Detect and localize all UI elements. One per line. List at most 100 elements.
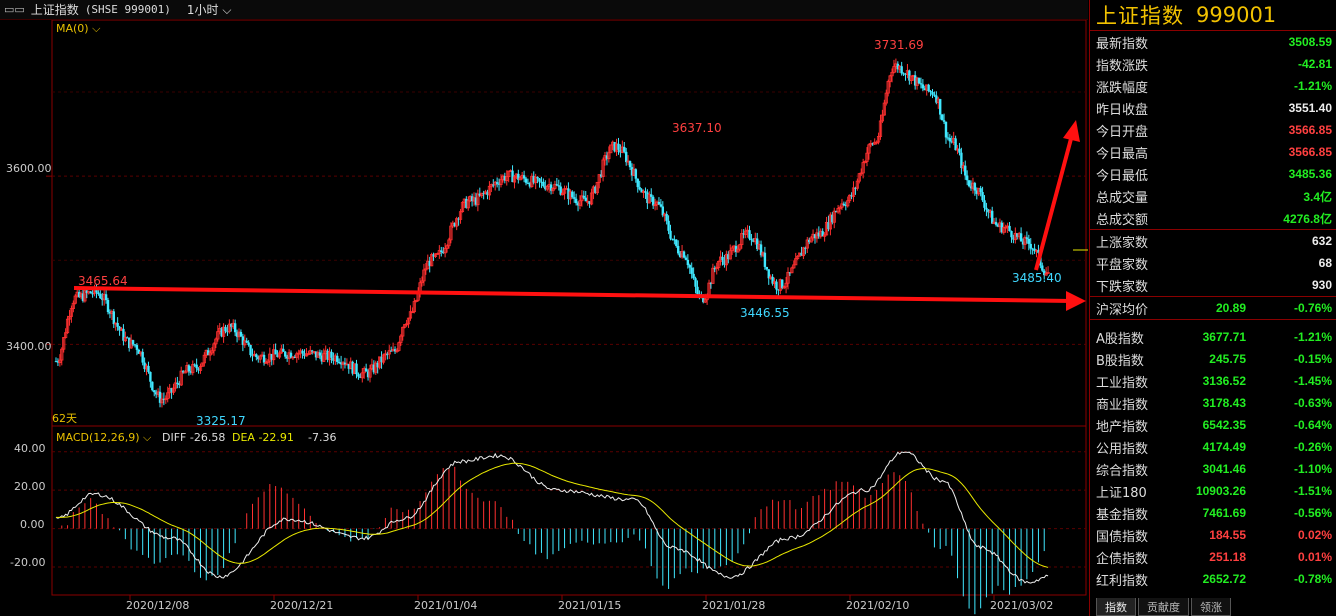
breadth-row[interactable]: 平盘家数 68 xyxy=(1090,252,1336,274)
index-change: -1.10% xyxy=(1293,462,1332,476)
index-change: -0.63% xyxy=(1293,396,1332,410)
index-row[interactable]: 综合指数 3041.46 -1.10% xyxy=(1090,458,1336,480)
quote-row[interactable]: 今日最低 3485.36 xyxy=(1090,163,1336,185)
index-code: 999001 xyxy=(1196,3,1277,27)
annotation-high-mid: 3637.10 xyxy=(672,121,722,135)
breadth-row[interactable]: 下跌家数 930 xyxy=(1090,274,1336,296)
quote-label: 总成交量 xyxy=(1096,190,1149,206)
annotation-low-mid: 3446.55 xyxy=(740,306,790,320)
index-value: 3136.52 xyxy=(1202,374,1246,388)
annotation-latest: 3485.40 xyxy=(1012,271,1062,285)
quote-row[interactable]: 昨日收盘 3551.40 xyxy=(1090,97,1336,119)
quote-value: 3.4亿 xyxy=(1303,189,1332,204)
quote-row[interactable]: 总成交量 3.4亿 xyxy=(1090,185,1336,207)
quote-value: 3566.85 xyxy=(1288,145,1332,159)
quote-label: 总成交额 xyxy=(1096,212,1149,228)
window-icon[interactable]: ▭▭ xyxy=(4,3,25,16)
index-row[interactable]: 地产指数 6542.35 -0.64% xyxy=(1090,414,1336,436)
index-row[interactable]: 工业指数 3136.52 -1.45% xyxy=(1090,370,1336,392)
index-value: 3041.46 xyxy=(1202,462,1246,476)
candlesticks xyxy=(54,58,1050,408)
index-name: 上证指数 xyxy=(1096,4,1184,28)
quote-row[interactable]: 今日最高 3566.85 xyxy=(1090,141,1336,163)
avg-price-row[interactable]: 沪深均价 20.89 -0.76% xyxy=(1090,296,1336,320)
quote-row[interactable]: 最新指数 3508.59 xyxy=(1090,31,1336,53)
macd-tick-40: 40.00 xyxy=(14,442,46,455)
macd-tick-0: 0.00 xyxy=(20,518,45,531)
quote-row[interactable]: 总成交额 4276.8亿 xyxy=(1090,207,1336,229)
index-change: -0.78% xyxy=(1293,572,1332,586)
side-tabs: 指数 贡献度 领涨 xyxy=(1096,598,1231,616)
annotation-high-right: 3731.69 xyxy=(874,38,924,52)
index-value: 4174.49 xyxy=(1202,440,1246,454)
index-row[interactable]: 企债指数 251.18 0.01% xyxy=(1090,546,1336,568)
tab-contribution[interactable]: 贡献度 xyxy=(1138,598,1189,616)
index-change: -1.21% xyxy=(1293,330,1332,344)
index-value: 10903.26 xyxy=(1195,484,1246,498)
chart-code: (SHSE 999001) xyxy=(84,3,171,16)
avg-price-label: 沪深均价 xyxy=(1096,302,1149,318)
index-value: 6542.35 xyxy=(1202,418,1246,432)
annotation-low-left: 3325.17 xyxy=(196,414,246,428)
macd-diff: DIFF -26.58 xyxy=(162,431,225,444)
index-label: 红利指数 xyxy=(1096,573,1149,589)
quote-row[interactable]: 指数涨跌 -42.81 xyxy=(1090,53,1336,75)
index-label: 企债指数 xyxy=(1096,551,1149,567)
macd-label[interactable]: MACD(12,26,9) ⌵ xyxy=(56,431,152,444)
breadth-value: 68 xyxy=(1318,256,1332,270)
index-change: -0.15% xyxy=(1293,352,1332,366)
index-row[interactable]: 上证180 10903.26 -1.51% xyxy=(1090,480,1336,502)
y-tick-3600: 3600.00 xyxy=(6,162,52,175)
quote-panel: 上证指数 999001 最新指数 3508.59 指数涨跌 -42.81 涨跌幅度 -1.… xyxy=(1089,0,1336,616)
index-row[interactable]: 基金指数 7461.69 -0.56% xyxy=(1090,502,1336,524)
x-date-4: 2021/01/28 xyxy=(702,599,765,612)
index-value: 251.18 xyxy=(1209,550,1246,564)
index-row[interactable]: B股指数 245.75 -0.15% xyxy=(1090,348,1336,370)
index-change: -0.64% xyxy=(1293,418,1332,432)
avg-price-value: 20.89 xyxy=(1215,301,1246,315)
quote-value: -42.81 xyxy=(1297,57,1332,71)
index-value: 2652.72 xyxy=(1202,572,1246,586)
ma-indicator-label[interactable]: MA(0) ⌵ xyxy=(56,22,101,35)
macd-tick-neg20: -20.00 xyxy=(10,556,45,569)
index-value: 7461.69 xyxy=(1202,506,1246,520)
quote-row[interactable]: 今日开盘 3566.85 xyxy=(1090,119,1336,141)
macd-tick-20: 20.00 xyxy=(14,480,46,493)
index-change: -1.45% xyxy=(1293,374,1332,388)
index-list: A股指数 3677.71 -1.21% B股指数 245.75 -0.15% 工业指数 313… xyxy=(1090,326,1336,590)
index-label: 地产指数 xyxy=(1096,419,1149,435)
index-label: A股指数 xyxy=(1096,331,1144,347)
x-date-6: 2021/03/02 xyxy=(990,599,1053,612)
index-row[interactable]: 国债指数 184.55 0.02% xyxy=(1090,524,1336,546)
kline-chart[interactable]: MA(0) ⌵ 3600.00 3400.00 62天 MACD(12,26,9… xyxy=(0,20,1088,616)
quote-list: 最新指数 3508.59 指数涨跌 -42.81 涨跌幅度 -1.21% 昨日收盘 3551.… xyxy=(1090,31,1336,229)
quote-row[interactable]: 涨跌幅度 -1.21% xyxy=(1090,75,1336,97)
breadth-label: 下跌家数 xyxy=(1096,279,1149,295)
period-selector[interactable]: 1小时 ⌵ xyxy=(187,1,232,18)
breadth-row[interactable]: 上涨家数 632 xyxy=(1090,230,1336,252)
quote-label: 昨日收盘 xyxy=(1096,102,1149,118)
index-row[interactable]: 红利指数 2652.72 -0.78% xyxy=(1090,568,1336,590)
breadth-label: 平盘家数 xyxy=(1096,257,1149,273)
index-row[interactable]: A股指数 3677.71 -1.21% xyxy=(1090,326,1336,348)
quote-label: 最新指数 xyxy=(1096,36,1149,52)
x-date-2: 2021/01/04 xyxy=(414,599,477,612)
macd-panel xyxy=(55,451,1049,615)
quote-value: 3551.40 xyxy=(1288,101,1332,115)
tab-leaders[interactable]: 领涨 xyxy=(1191,598,1231,616)
quote-value: -1.21% xyxy=(1293,79,1332,93)
quote-value: 3566.85 xyxy=(1288,123,1332,137)
period-label: 1小时 xyxy=(186,3,219,17)
index-row[interactable]: 商业指数 3178.43 -0.63% xyxy=(1090,392,1336,414)
quote-value: 3485.36 xyxy=(1288,167,1332,181)
index-change: -0.56% xyxy=(1293,506,1332,520)
index-label: 上证180 xyxy=(1096,485,1147,501)
quote-label: 今日最低 xyxy=(1096,168,1149,184)
macd-value: -7.36 xyxy=(308,431,336,444)
quote-value: 4276.8亿 xyxy=(1283,211,1332,226)
index-label: 商业指数 xyxy=(1096,397,1149,413)
index-label: 工业指数 xyxy=(1096,375,1149,391)
trend-arrows xyxy=(73,120,1088,311)
tab-index[interactable]: 指数 xyxy=(1096,598,1136,616)
index-row[interactable]: 公用指数 4174.49 -0.26% xyxy=(1090,436,1336,458)
